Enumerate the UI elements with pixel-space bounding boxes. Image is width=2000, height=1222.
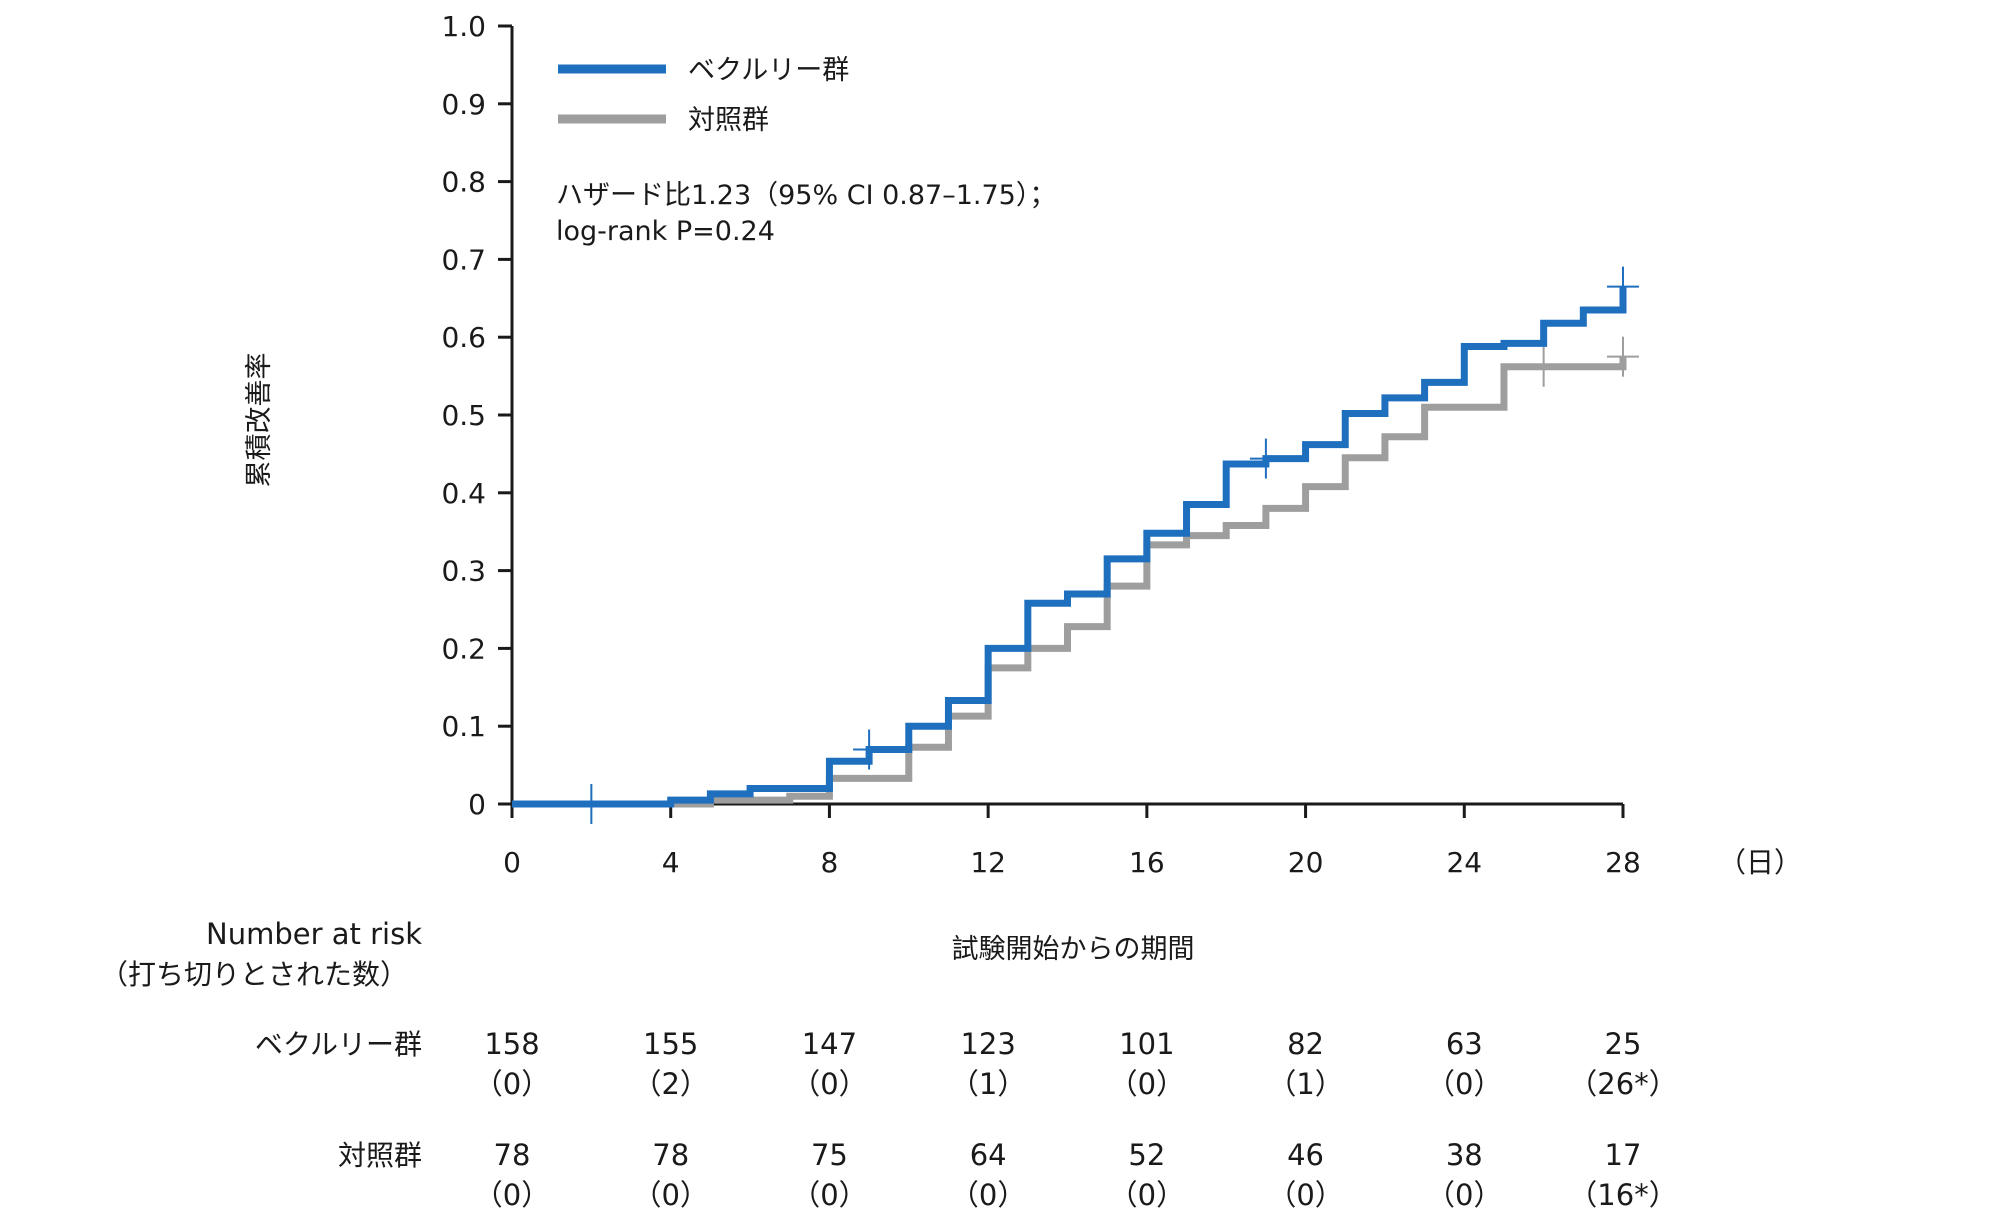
x-tick-label: 4 [662,846,680,879]
x-tick-label: 0 [503,846,521,879]
x-tick-label: 16 [1129,846,1165,879]
risk-censored: （0） [1267,1178,1343,1212]
risk-censored: （0） [474,1178,550,1212]
risk-censored: （0） [1109,1067,1185,1101]
risk-table-cells: 158 （0） 155 （2） 147 （0） 123 （1） 101 （0） 82 （1） 63 （0）… [474,1027,1678,1212]
risk-count: 38 [1446,1138,1483,1172]
risk-count: 52 [1128,1138,1165,1172]
risk-count: 78 [494,1138,531,1172]
risk-censored: （0） [950,1178,1026,1212]
risk-count: 75 [811,1138,848,1172]
risk-censored: （0） [632,1178,708,1212]
risk-count: 25 [1605,1027,1642,1061]
x-tick-label: 24 [1446,846,1482,879]
series-layer [512,266,1639,824]
risk-count: 17 [1605,1138,1642,1172]
axes: 0 0.1 0.2 0.3 0.4 0.5 0.6 0.7 0.8 0.9 1.0 0 4 8 12 16 20… [441,10,1640,879]
y-tick-label: 0.5 [441,399,486,432]
risk-row-label-remdesivir: ベクルリー群 [255,1028,422,1061]
logrank-annotation: log-rank P=0.24 [556,216,775,247]
y-tick-label: 0.4 [441,477,486,510]
risk-censored: （26*） [1568,1067,1677,1101]
legend: ベクルリー群 対照群 [558,55,849,136]
y-tick-label: 0.8 [441,166,486,199]
risk-censored: （0） [1109,1178,1185,1212]
series-line-1 [512,356,1627,808]
risk-count: 82 [1287,1027,1324,1061]
y-tick-label: 0.1 [441,710,486,743]
y-tick-label: 0.9 [441,88,486,121]
risk-censored: （2） [632,1067,708,1101]
y-tick-label: 0.3 [441,555,486,588]
risk-censored: （1） [1267,1067,1343,1101]
risk-count: 64 [970,1138,1007,1172]
y-tick-label: 0 [468,788,486,821]
x-tick-label: 12 [970,846,1006,879]
risk-count: 63 [1446,1027,1483,1061]
x-axis-title: 試験開始からの期間 [952,934,1195,965]
risk-censored: （0） [791,1178,867,1212]
x-tick-label: 28 [1605,846,1641,879]
x-axis-unit: （日） [1718,846,1802,879]
x-tick-label: 20 [1288,846,1324,879]
risk-count: 78 [652,1138,689,1172]
risk-censored: （0） [1426,1178,1502,1212]
risk-censored: （1） [950,1067,1026,1101]
risk-count: 46 [1287,1138,1324,1172]
risk-count: 101 [1119,1027,1174,1061]
risk-censored: （0） [1426,1067,1502,1101]
risk-censored: （0） [791,1067,867,1101]
risk-row-label-control: 対照群 [338,1139,422,1172]
risk-count: 155 [643,1027,698,1061]
risk-table-title: Number at risk [206,917,422,951]
legend-label-control: 対照群 [688,105,769,136]
y-tick-label: 0.6 [441,321,486,354]
series-line-0 [512,286,1627,808]
risk-censored: （0） [474,1067,550,1101]
y-tick-label: 1.0 [441,10,486,43]
risk-censored: （16*） [1568,1178,1677,1212]
y-tick-label: 0.2 [441,632,486,665]
risk-count: 158 [484,1027,539,1061]
risk-table-subtitle: （打ち切りとされた数） [100,958,408,991]
y-axis-title: 累積改善率 [244,353,275,488]
legend-label-remdesivir: ベクルリー群 [688,55,849,86]
x-tick-label: 8 [821,846,839,879]
y-tick-label: 0.7 [441,243,486,276]
risk-count: 147 [802,1027,857,1061]
risk-count: 123 [960,1027,1015,1061]
hazard-ratio-annotation: ハザード比1.23（95% CI 0.87–1.75）； [556,180,1056,211]
